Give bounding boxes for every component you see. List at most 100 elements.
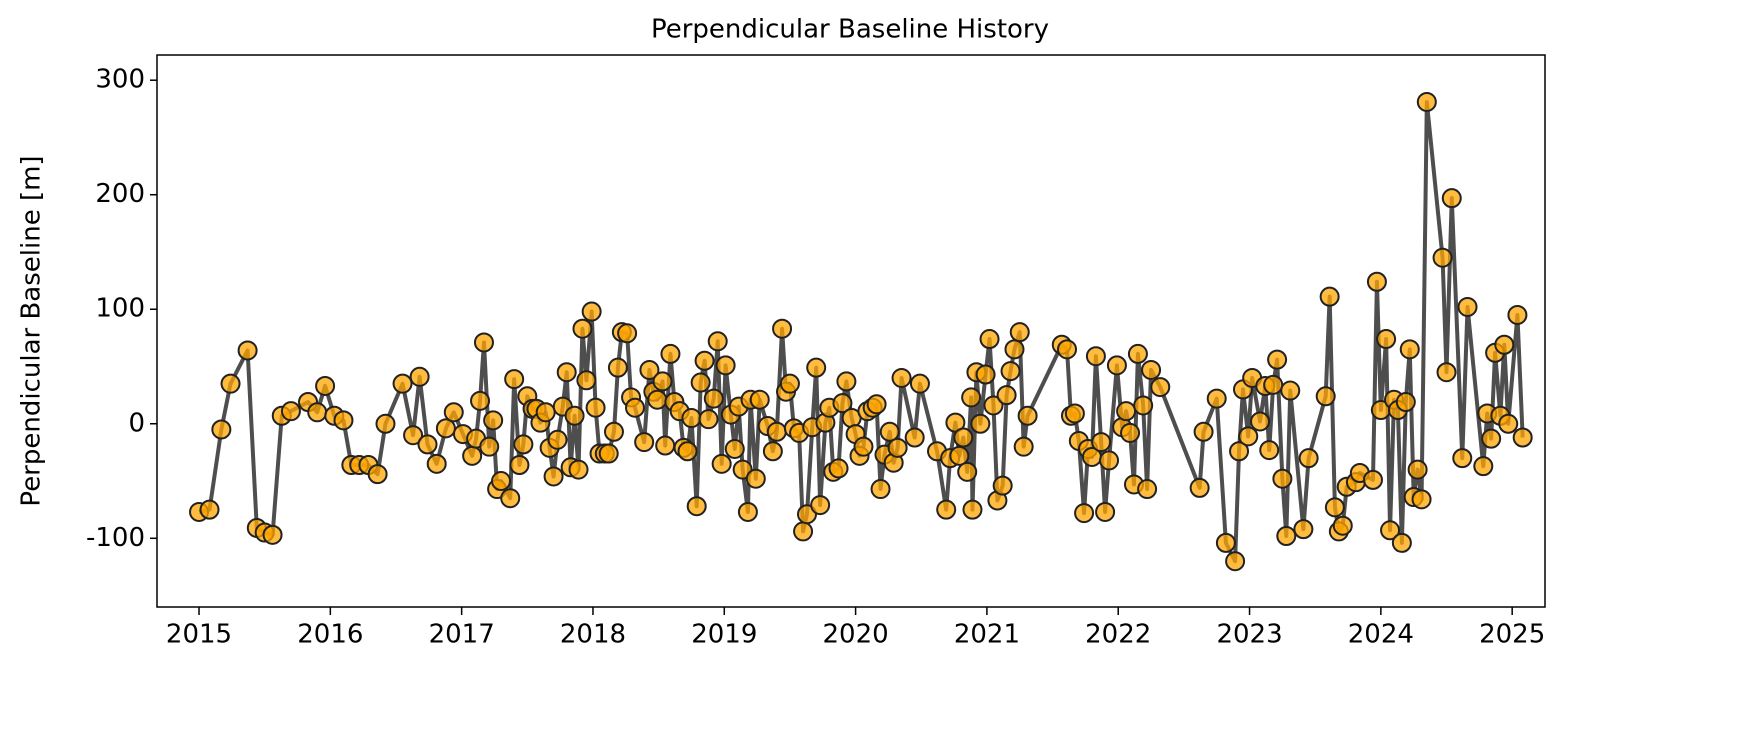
data-point <box>909 373 930 394</box>
x-tick-label: 2018 <box>560 620 626 650</box>
data-point <box>681 408 702 429</box>
data-point <box>936 499 957 520</box>
x-tick-label: 2015 <box>166 620 232 650</box>
data-point <box>1116 401 1137 422</box>
data-point <box>483 410 504 431</box>
data-point <box>367 464 388 485</box>
data-point <box>992 475 1013 496</box>
data-point <box>1362 469 1383 490</box>
data-point <box>280 401 301 422</box>
data-point <box>1017 405 1038 426</box>
data-point <box>832 393 853 414</box>
data-point <box>904 427 925 448</box>
data-point <box>1276 525 1297 546</box>
data-point <box>1416 91 1437 112</box>
data-point <box>462 445 483 466</box>
data-point <box>572 318 593 339</box>
data-point <box>962 499 983 520</box>
data-point <box>564 405 585 426</box>
data-point <box>1225 551 1246 572</box>
data-point <box>1013 436 1034 457</box>
data-point <box>879 421 900 442</box>
data-point <box>707 331 728 352</box>
data-point <box>1494 334 1515 355</box>
data-point <box>698 409 719 430</box>
data-point <box>1498 413 1519 434</box>
data-point <box>262 524 283 545</box>
data-point <box>1298 448 1319 469</box>
y-tick-label: 100 <box>95 294 145 324</box>
data-point <box>715 355 736 376</box>
data-point <box>766 421 787 442</box>
data-point <box>556 362 577 383</box>
data-point <box>1133 395 1154 416</box>
data-point <box>603 421 624 442</box>
data-point <box>1481 428 1502 449</box>
data-point <box>624 397 645 418</box>
data-point <box>1507 304 1528 325</box>
data-point <box>887 437 908 458</box>
data-point <box>703 388 724 409</box>
data-point <box>1432 247 1453 268</box>
x-tick-label: 2024 <box>1348 620 1414 650</box>
data-point <box>598 443 619 464</box>
data-point <box>957 461 978 482</box>
data-point <box>307 402 328 423</box>
data-point <box>375 413 396 434</box>
data-point <box>1250 411 1271 432</box>
data-point <box>762 441 783 462</box>
data-point <box>1319 286 1340 307</box>
data-point <box>983 395 1004 416</box>
data-point <box>1189 477 1210 498</box>
data-point <box>779 373 800 394</box>
data-point <box>547 429 568 450</box>
data-point <box>686 496 707 517</box>
data-point <box>870 479 891 500</box>
data-point <box>690 372 711 393</box>
data-point <box>891 367 912 388</box>
data-point <box>793 521 814 542</box>
data-point <box>1315 386 1336 407</box>
data-point <box>949 445 970 466</box>
data-point <box>543 466 564 487</box>
chart-title: Perpendicular Baseline History <box>651 15 1049 45</box>
data-point <box>1120 422 1141 443</box>
data-point <box>1206 388 1227 409</box>
x-tick-label: 2020 <box>823 620 889 650</box>
data-point <box>500 488 521 509</box>
data-point <box>1512 427 1533 448</box>
data-point <box>745 468 766 489</box>
data-point <box>315 375 336 396</box>
data-point <box>806 357 827 378</box>
series-line <box>198 99 1525 564</box>
y-tick-label: 200 <box>95 179 145 209</box>
data-point <box>479 436 500 457</box>
data-point <box>491 471 512 492</box>
data-point <box>828 458 849 479</box>
data-point <box>1095 501 1116 522</box>
data-point <box>504 369 525 390</box>
data-point <box>655 435 676 456</box>
data-point <box>1057 339 1078 360</box>
data-point <box>1064 403 1085 424</box>
data-point <box>1407 459 1428 480</box>
data-point <box>1215 532 1236 553</box>
data-point <box>647 389 668 410</box>
data-point <box>1280 380 1301 401</box>
data-point <box>953 427 974 448</box>
data-point <box>1452 448 1473 469</box>
data-point <box>426 453 447 474</box>
data-point <box>1004 339 1025 360</box>
data-point <box>568 459 589 480</box>
data-point <box>1473 456 1494 477</box>
data-point <box>409 366 430 387</box>
data-point <box>403 425 424 446</box>
x-tick-label: 2025 <box>1479 620 1545 650</box>
data-point <box>617 323 638 344</box>
data-point <box>970 413 991 434</box>
data-point <box>1395 392 1416 413</box>
data-point <box>810 495 831 516</box>
data-point <box>581 301 602 322</box>
data-point <box>866 394 887 415</box>
